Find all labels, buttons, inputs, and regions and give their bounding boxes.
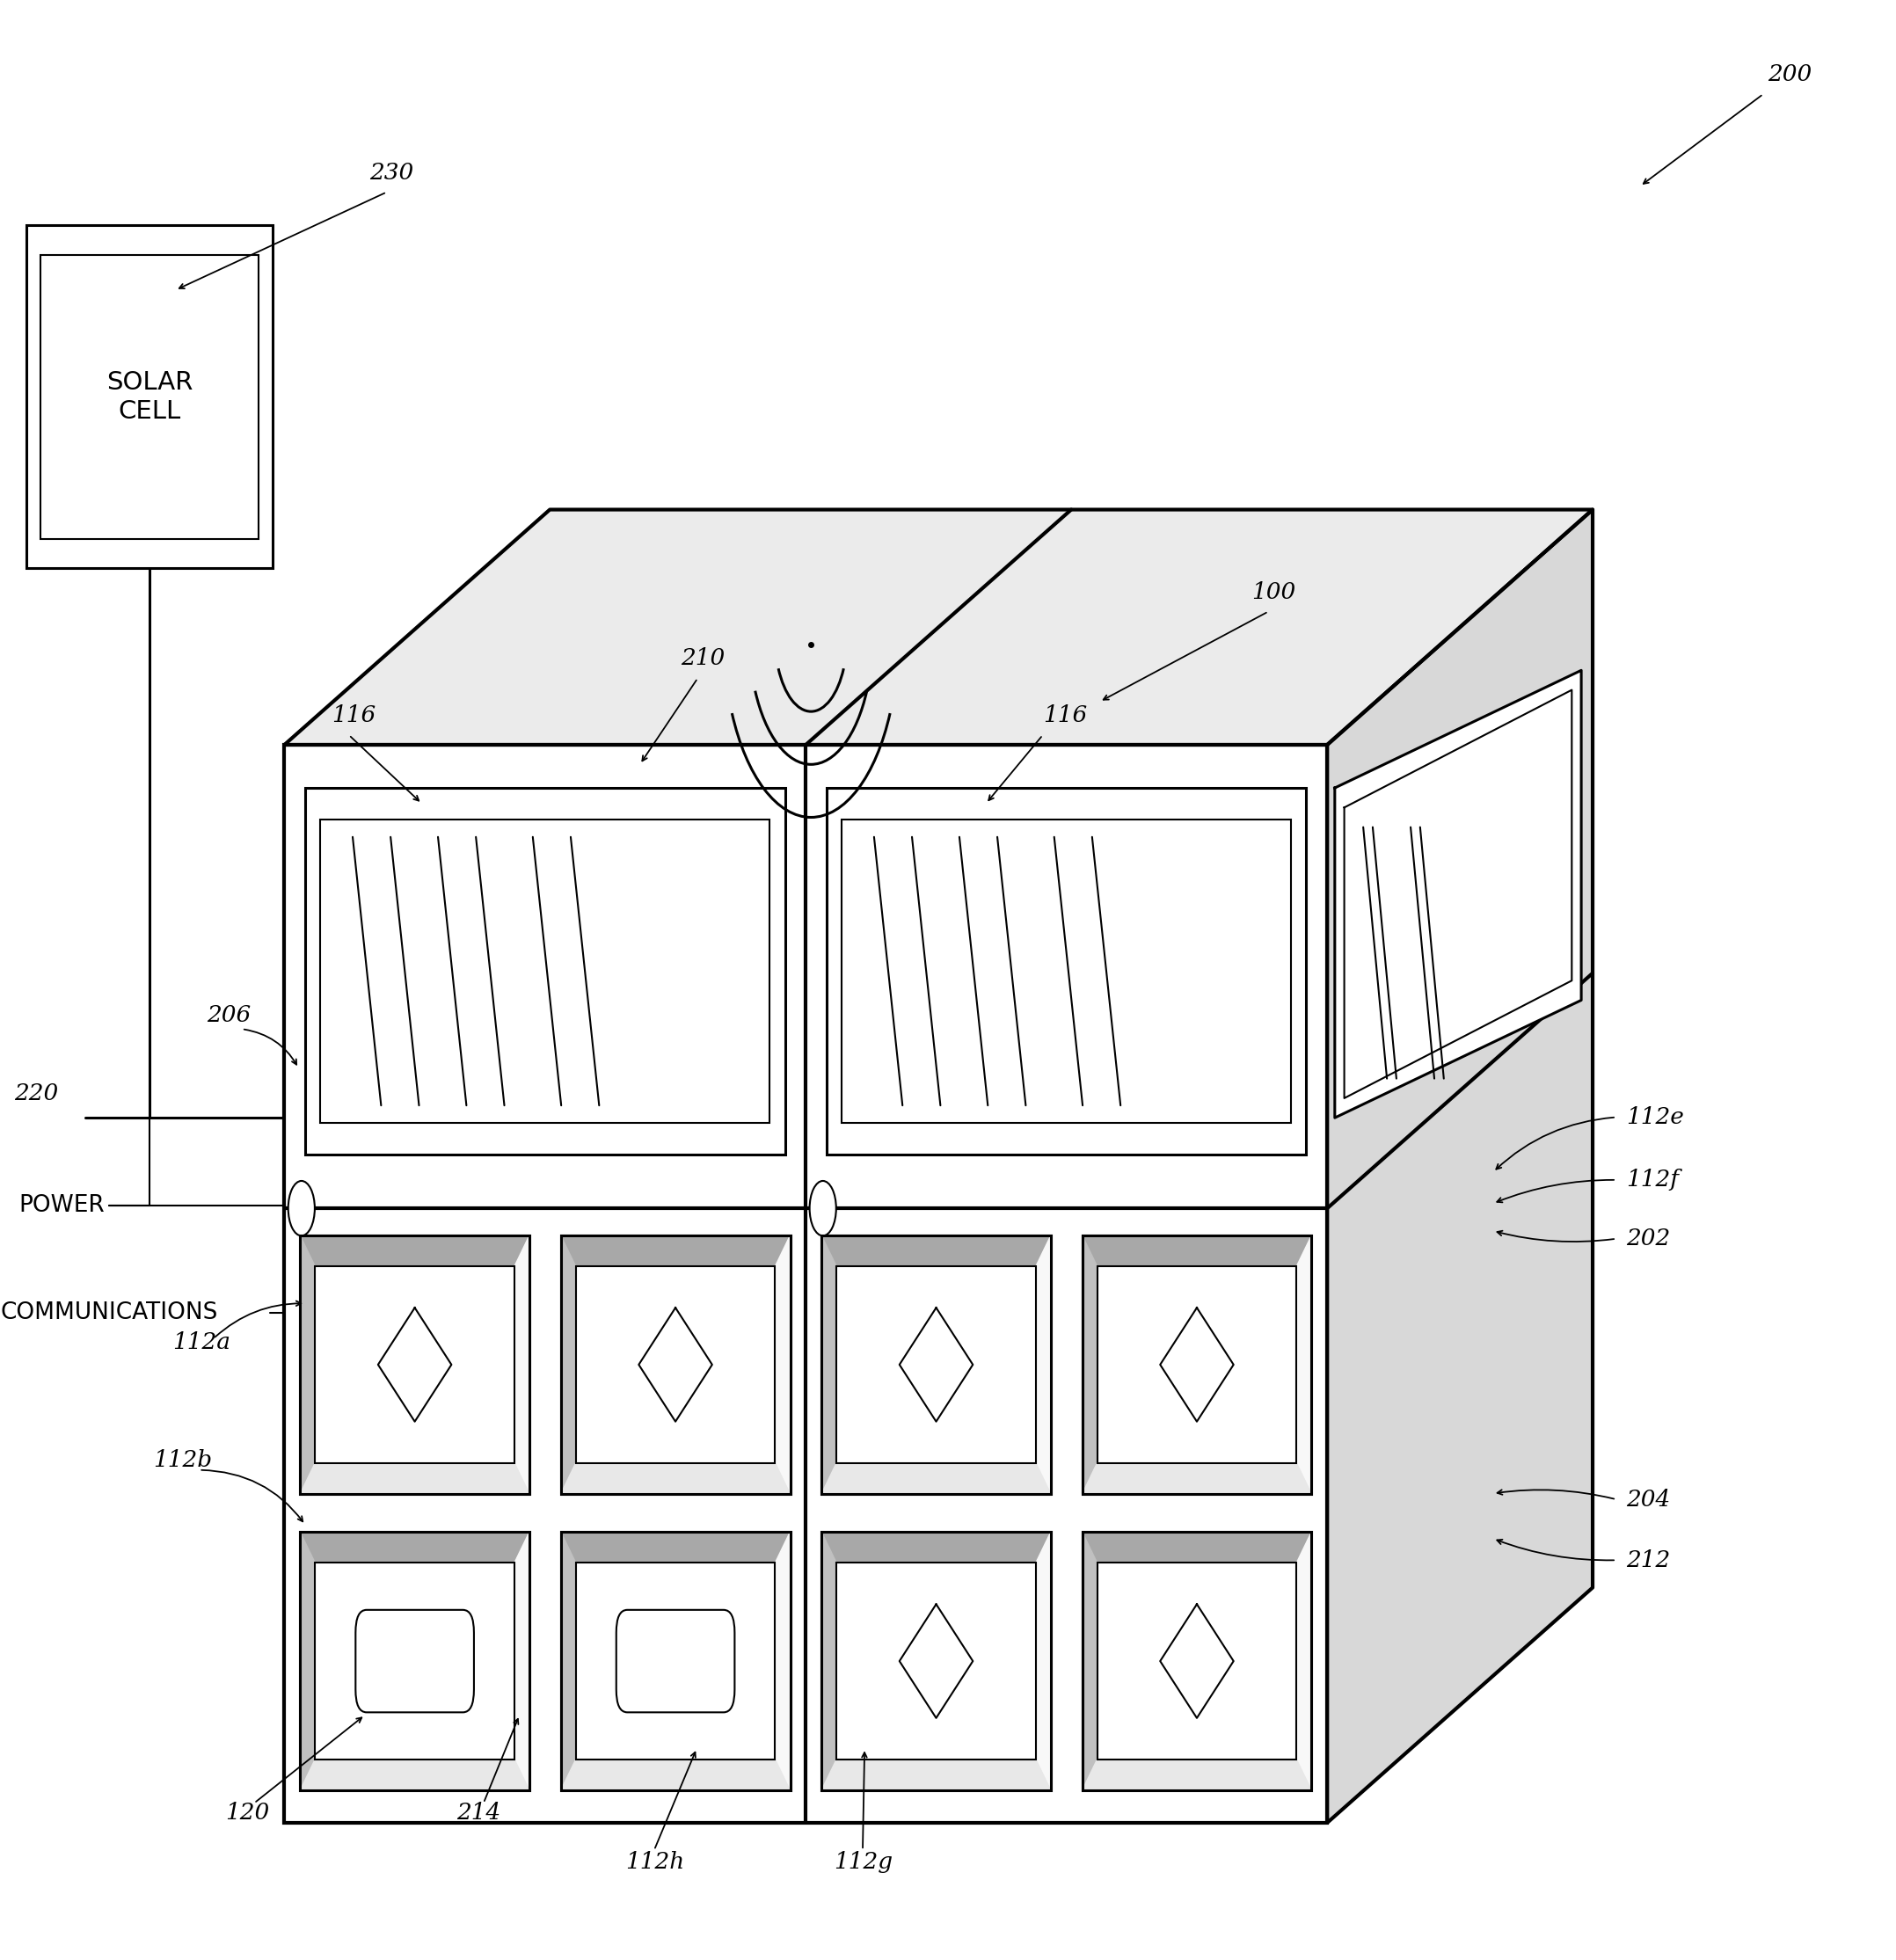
Polygon shape — [821, 1235, 1050, 1266]
Text: 112h: 112h — [626, 1850, 684, 1874]
Bar — [300, 1235, 529, 1494]
Polygon shape — [377, 1307, 451, 1421]
Bar — [1083, 1235, 1312, 1494]
Text: 112e: 112e — [1627, 1105, 1684, 1129]
Polygon shape — [1035, 1533, 1050, 1791]
Text: 210: 210 — [681, 647, 724, 670]
Bar — [42, 255, 258, 539]
Polygon shape — [300, 1533, 315, 1791]
Polygon shape — [1344, 690, 1572, 1098]
Text: 220: 220 — [13, 1082, 59, 1105]
Text: 204: 204 — [1627, 1488, 1670, 1511]
Polygon shape — [821, 1235, 836, 1494]
Text: POWER: POWER — [19, 1194, 104, 1217]
Circle shape — [810, 1180, 836, 1237]
Text: 120: 120 — [226, 1801, 269, 1825]
Bar — [821, 1533, 1050, 1791]
Bar — [561, 1533, 791, 1791]
Text: 214: 214 — [457, 1801, 501, 1825]
Polygon shape — [1083, 1235, 1312, 1266]
Bar — [821, 1235, 1050, 1494]
Polygon shape — [561, 1462, 791, 1494]
Bar — [27, 225, 273, 568]
Polygon shape — [1083, 1462, 1312, 1494]
FancyBboxPatch shape — [356, 1609, 474, 1713]
Polygon shape — [821, 1533, 836, 1791]
Polygon shape — [1297, 1533, 1312, 1791]
Polygon shape — [561, 1235, 576, 1494]
Polygon shape — [821, 1533, 1050, 1562]
Bar — [821, 1235, 1050, 1494]
Polygon shape — [1083, 1235, 1098, 1494]
Bar — [300, 1533, 529, 1791]
Polygon shape — [1083, 1533, 1098, 1791]
Bar — [827, 788, 1306, 1154]
Circle shape — [288, 1180, 315, 1237]
Polygon shape — [1327, 510, 1593, 1823]
Polygon shape — [300, 1462, 529, 1494]
Text: 112a: 112a — [173, 1331, 231, 1354]
Polygon shape — [561, 1533, 791, 1562]
Bar — [315, 1562, 514, 1760]
Bar — [315, 1266, 514, 1462]
Text: COMMUNICATIONS: COMMUNICATIONS — [0, 1301, 218, 1325]
Polygon shape — [300, 1760, 529, 1791]
Text: 202: 202 — [1627, 1227, 1670, 1250]
Polygon shape — [1083, 1533, 1312, 1562]
Text: 206: 206 — [207, 1004, 250, 1027]
Bar — [1083, 1533, 1312, 1791]
Polygon shape — [821, 1760, 1050, 1791]
Bar — [836, 1562, 1035, 1760]
Text: SOLAR
CELL: SOLAR CELL — [106, 370, 193, 423]
Polygon shape — [1035, 1235, 1050, 1494]
Bar — [1098, 1266, 1297, 1462]
Polygon shape — [300, 1235, 315, 1494]
Polygon shape — [899, 1603, 973, 1719]
Text: 100: 100 — [1251, 580, 1295, 604]
Polygon shape — [775, 1533, 791, 1791]
Polygon shape — [821, 1462, 1050, 1494]
Polygon shape — [284, 510, 1593, 745]
Text: 112f: 112f — [1627, 1168, 1678, 1192]
Bar — [836, 1266, 1035, 1462]
Polygon shape — [1297, 1235, 1312, 1494]
Text: 230: 230 — [370, 161, 413, 184]
Polygon shape — [514, 1533, 529, 1791]
Polygon shape — [1083, 1760, 1312, 1791]
Bar — [320, 819, 770, 1123]
Bar — [305, 788, 785, 1154]
Polygon shape — [561, 1235, 791, 1266]
Text: 212: 212 — [1627, 1548, 1670, 1572]
Bar — [1083, 1235, 1312, 1494]
Text: 116: 116 — [1043, 704, 1086, 727]
Bar — [576, 1562, 775, 1760]
FancyBboxPatch shape — [616, 1609, 734, 1713]
Polygon shape — [300, 1235, 529, 1266]
Polygon shape — [639, 1307, 713, 1421]
Polygon shape — [1160, 1307, 1234, 1421]
Bar — [1083, 1533, 1312, 1791]
Bar — [300, 1533, 529, 1791]
Polygon shape — [300, 1533, 529, 1562]
Text: 112b: 112b — [154, 1448, 212, 1472]
Bar — [300, 1235, 529, 1494]
Bar — [561, 1235, 791, 1494]
Text: 116: 116 — [332, 704, 375, 727]
Bar — [284, 745, 1327, 1823]
Polygon shape — [899, 1307, 973, 1421]
Bar — [576, 1266, 775, 1462]
Bar — [842, 819, 1291, 1123]
Bar — [821, 1533, 1050, 1791]
Bar — [1098, 1562, 1297, 1760]
Polygon shape — [775, 1235, 791, 1494]
Bar — [561, 1533, 791, 1791]
Polygon shape — [561, 1760, 791, 1791]
Text: 112g: 112g — [834, 1850, 893, 1874]
Polygon shape — [561, 1533, 576, 1791]
Text: 200: 200 — [1767, 63, 1813, 86]
Polygon shape — [1335, 670, 1581, 1117]
Bar — [561, 1235, 791, 1494]
Polygon shape — [1160, 1603, 1234, 1719]
Polygon shape — [514, 1235, 529, 1494]
